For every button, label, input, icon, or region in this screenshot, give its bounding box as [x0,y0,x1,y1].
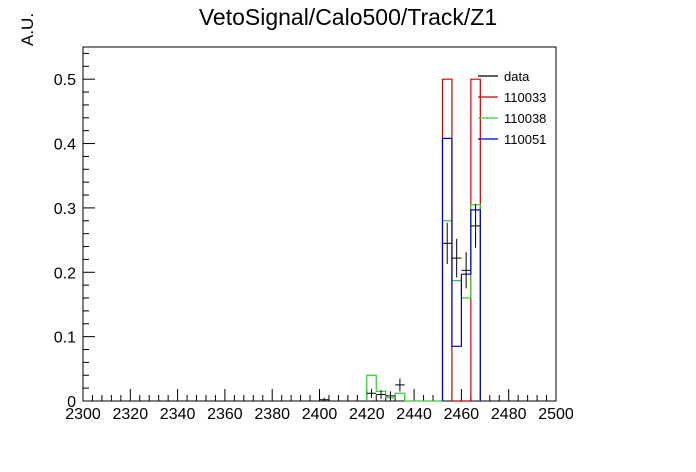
legend-entry: data [504,69,530,84]
y-tick-label: 0.5 [54,72,76,89]
y-tick-label: 0.3 [54,201,76,218]
series-110033 [441,78,481,402]
histogram-line-110038 [366,204,481,402]
histogram-line-110051 [441,137,481,401]
x-tick-label: 2320 [113,406,149,423]
series-data [319,204,481,401]
y-tick-label: 0 [67,394,76,411]
x-tick-label: 2400 [302,406,338,423]
series-110038 [366,204,481,402]
chart-title: VetoSignal/Calo500/Track/Z1 [198,4,498,30]
y-tick-label: 0.4 [54,137,76,154]
x-tick-label: 2500 [538,406,574,423]
legend-entry: 110033 [504,90,546,105]
x-tick-label: 2440 [396,406,432,423]
y-tick-label: 0.2 [54,265,76,282]
series-110051 [441,137,481,401]
y-tick-label: 0.1 [54,330,76,347]
x-tick-label: 2360 [207,406,243,423]
histogram-line-110033 [441,78,481,402]
legend-entry: 110038 [504,111,546,126]
x-tick-label: 2340 [160,406,196,423]
plot-frame [82,46,557,402]
x-tick-label: 2480 [491,406,527,423]
x-tick-label: 2420 [349,406,385,423]
legend-entry: 110051 [504,132,546,147]
x-tick-label: 2380 [254,406,290,423]
x-tick-label: 2300 [65,406,101,423]
legend: data 110033 110038 110051 [478,69,546,147]
x-tick-label: 2460 [444,406,480,423]
